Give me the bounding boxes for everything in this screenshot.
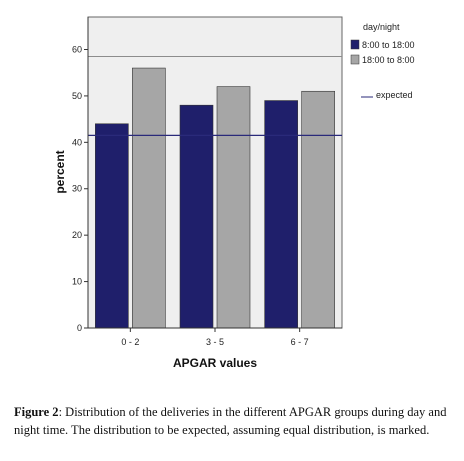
y-tick-label: 20 bbox=[72, 230, 82, 240]
bar-night-0 bbox=[132, 67, 166, 329]
x-tick-label: 3 - 5 bbox=[206, 337, 224, 347]
legend-label-expected: expected bbox=[376, 90, 413, 100]
y-axis-title: percent bbox=[53, 150, 67, 193]
x-tick-label: 0 - 2 bbox=[121, 337, 139, 347]
x-tick-label: 6 - 7 bbox=[291, 337, 309, 347]
y-tick-label: 60 bbox=[72, 44, 82, 54]
figure-caption: Figure 2: Distribution of the deliveries… bbox=[14, 403, 452, 439]
plot-background bbox=[87, 16, 343, 329]
y-tick-label: 10 bbox=[72, 277, 82, 287]
y-tick-label: 50 bbox=[72, 91, 82, 101]
y-tick-label: 30 bbox=[72, 184, 82, 194]
bar-day-0 bbox=[95, 123, 129, 329]
y-tick-label: 0 bbox=[77, 323, 82, 333]
legend-title: day/night bbox=[363, 22, 400, 32]
y-tick-label: 40 bbox=[72, 137, 82, 147]
bar-night-1 bbox=[216, 86, 251, 329]
legend: day/night 8:00 to 18:00 18:00 to 8:00 ex… bbox=[350, 22, 415, 100]
bar-night-2 bbox=[301, 90, 335, 329]
caption-label: Figure 2 bbox=[14, 405, 59, 419]
legend-label-day: 8:00 to 18:00 bbox=[362, 40, 415, 50]
legend-label-night: 18:00 to 8:00 bbox=[362, 55, 415, 65]
legend-swatch-day bbox=[350, 39, 360, 50]
x-axis-title: APGAR values bbox=[173, 356, 257, 370]
legend-swatch-night bbox=[350, 54, 360, 65]
caption-text: : Distribution of the deliveries in the … bbox=[14, 405, 447, 437]
bar-chart: 0 10 20 30 40 50 60 0 - 2 3 - 5 6 - 7 APGAR valu… bbox=[53, 16, 415, 370]
bar-day-2 bbox=[264, 100, 298, 329]
bar-day-1 bbox=[179, 104, 214, 329]
